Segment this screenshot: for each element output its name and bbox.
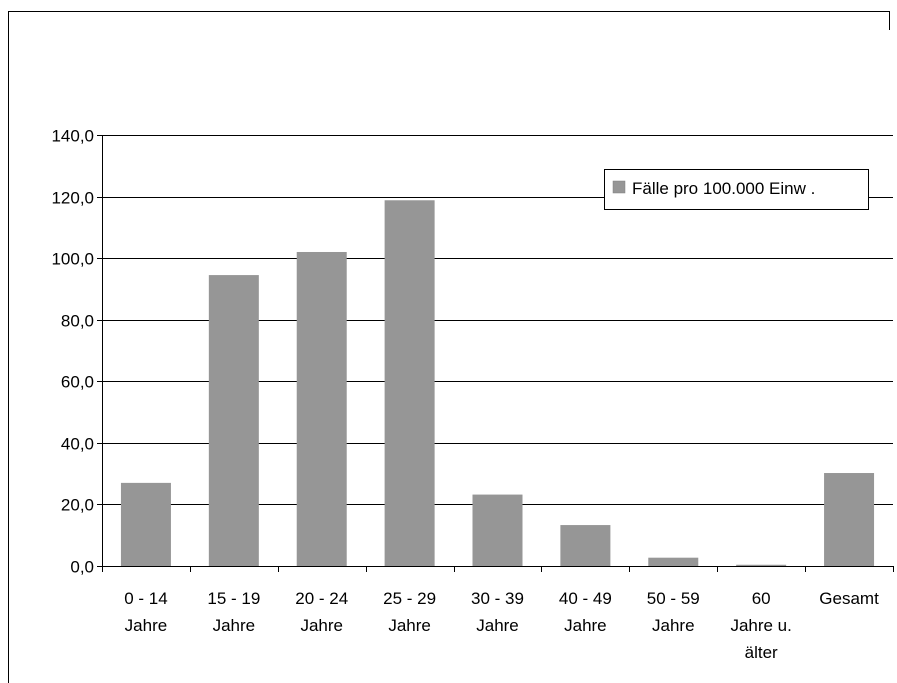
x-tick-label: Gesamt — [819, 589, 879, 608]
bar — [384, 200, 435, 566]
x-tick-label: 0 - 14 Jahre — [124, 589, 167, 635]
bar — [648, 557, 699, 566]
x-tick-label: 30 - 39 Jahre — [471, 589, 524, 635]
bar — [560, 525, 611, 566]
y-tick-label: 140,0 — [51, 127, 94, 146]
bar — [208, 275, 259, 566]
x-tick-label: 20 - 24 Jahre — [295, 589, 348, 635]
legend: Fälle pro 100.000 Einw . — [604, 169, 869, 210]
y-tick-label: 0,0 — [70, 558, 94, 577]
bar — [736, 564, 787, 566]
x-tick-label: 25 - 29 Jahre — [383, 589, 436, 635]
axes — [97, 135, 894, 572]
y-tick-label: 20,0 — [61, 496, 94, 515]
y-tick-label: 100,0 — [51, 250, 94, 269]
legend-box — [604, 169, 869, 210]
y-tick-label: 40,0 — [61, 435, 94, 454]
bar — [472, 494, 523, 566]
chart-border — [8, 11, 890, 683]
x-tick-label: 40 - 49 Jahre — [559, 589, 612, 635]
x-tick-label: 60 Jahre u. älter — [730, 589, 791, 662]
bar — [120, 482, 171, 566]
legend-label: Fälle pro 100.000 Einw . — [632, 179, 815, 198]
y-tick-label: 60,0 — [61, 373, 94, 392]
bar — [824, 473, 875, 566]
x-tick-label: 50 - 59 Jahre — [647, 589, 700, 635]
x-tick-labels: 0 - 14 Jahre 15 - 19 Jahre 20 - 24 Jahre 25 - … — [124, 589, 879, 662]
y-tick-label: 80,0 — [61, 312, 94, 331]
y-tick-labels: 0,0 20,0 40,0 60,0 80,0 100,0 120,0 140,0 — [51, 127, 94, 577]
legend-swatch — [612, 180, 626, 194]
x-tick-label: 15 - 19 Jahre — [207, 589, 260, 635]
bar — [296, 251, 347, 566]
bars — [120, 200, 875, 566]
y-tick-label: 120,0 — [51, 189, 94, 208]
